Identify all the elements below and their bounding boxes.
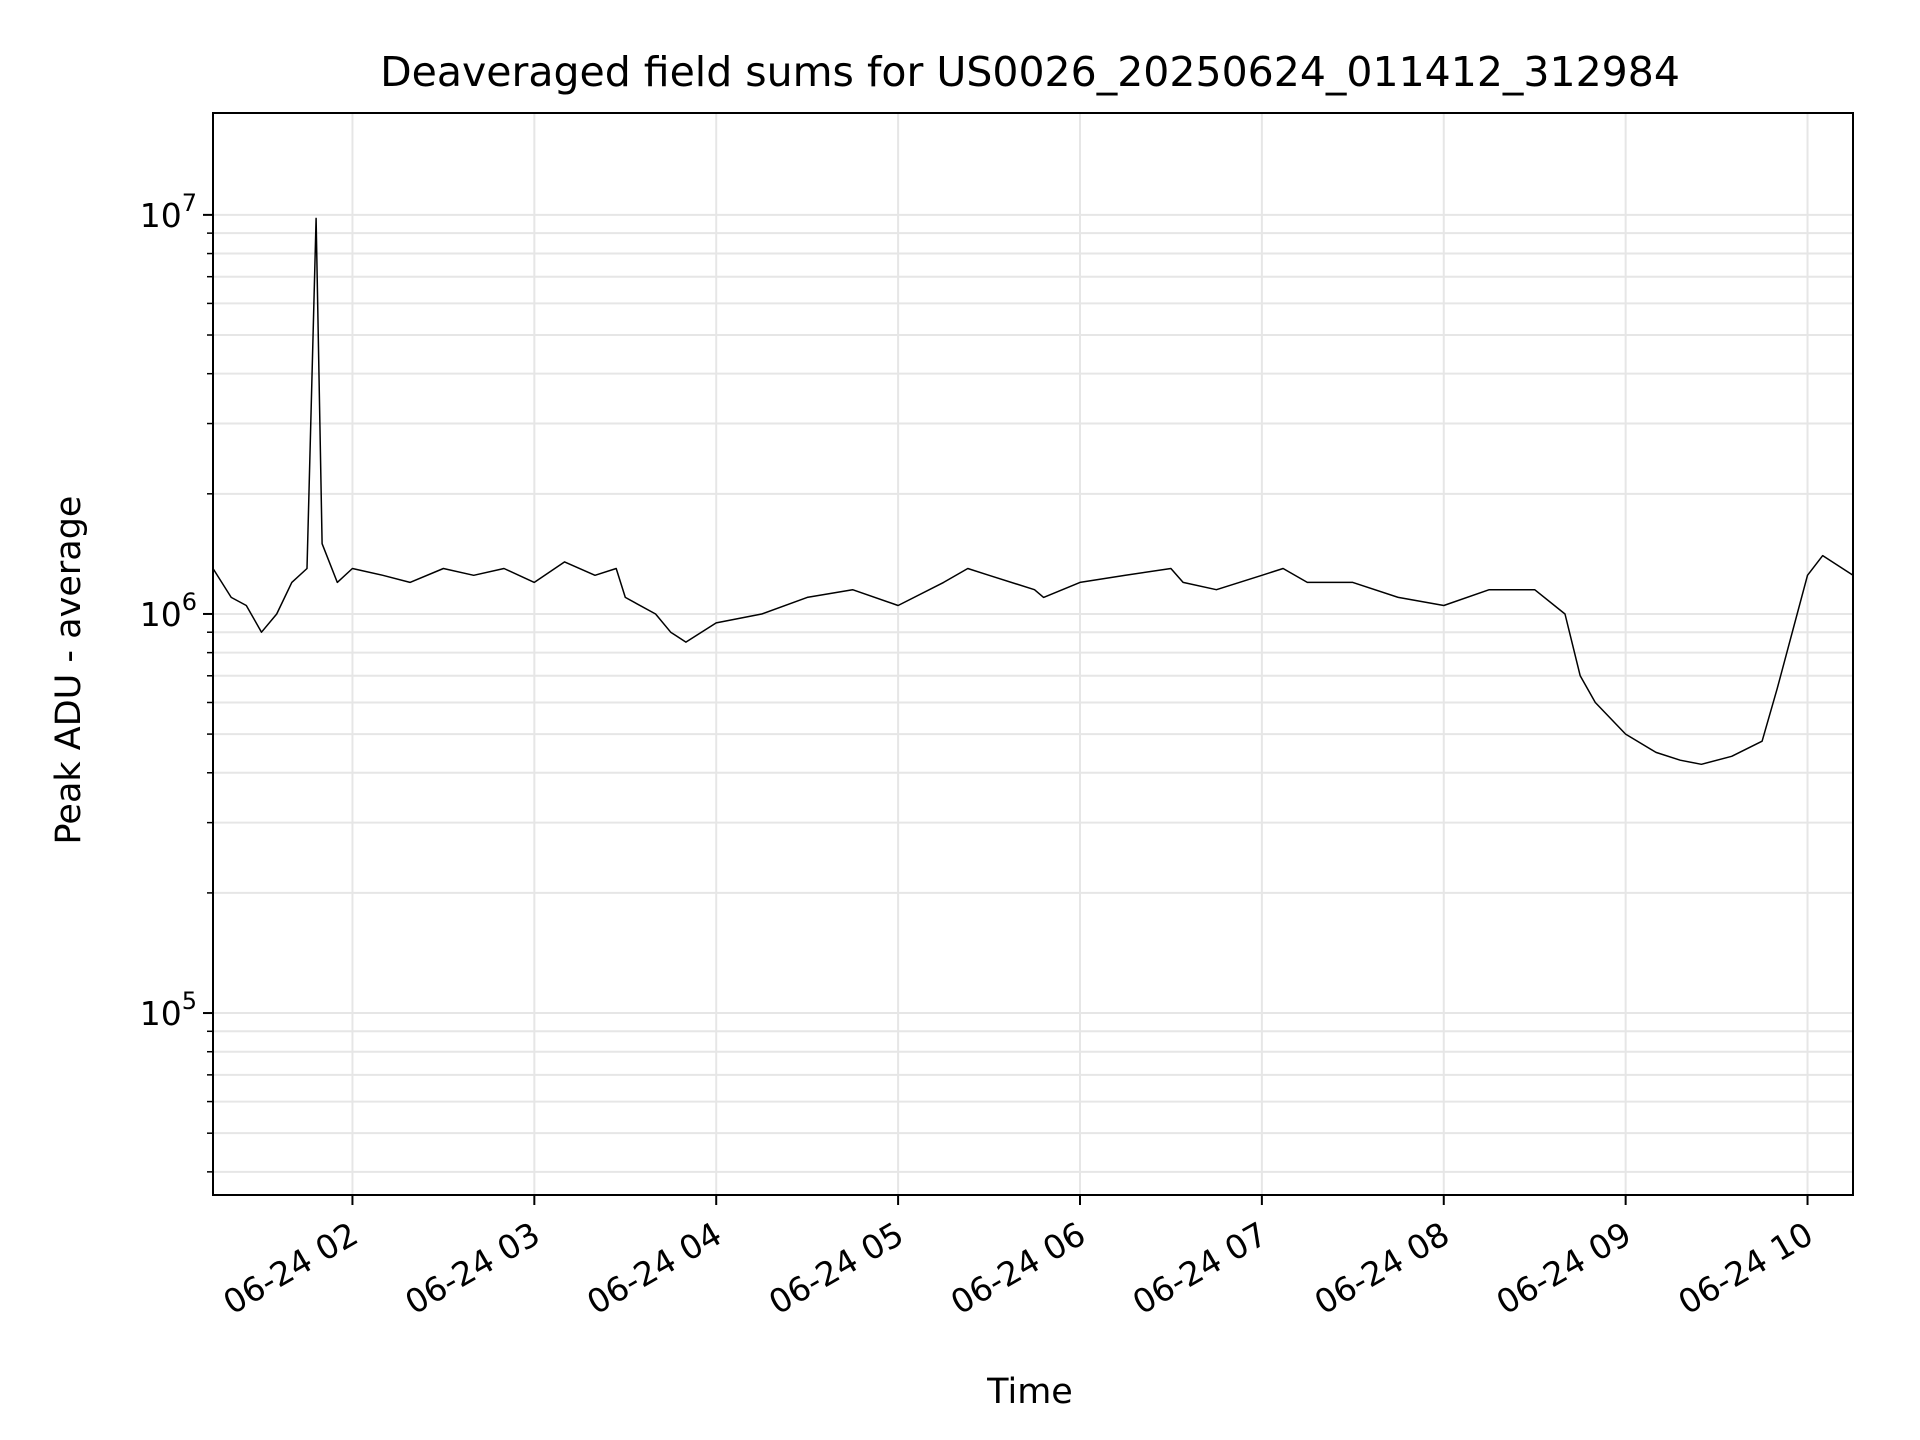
y-tick-label: 107 [140,189,197,235]
x-tick-label: 06-24 06 [944,1214,1092,1322]
y-tick-label: 105 [140,987,197,1033]
y-axis-label: Peak ADU - average [49,496,89,845]
x-tick-label: 06-24 03 [398,1214,546,1322]
series-line-path [212,217,1854,766]
x-tick-label: 06-24 02 [216,1214,364,1322]
chart-title: Deaveraged field sums for US0026_2025062… [380,48,1680,96]
x-axis: 06-24 02 06-24 03 06-24 04 06-24 05 06-24 06… [216,1195,1820,1322]
x-tick-label: 06-24 09 [1490,1214,1638,1322]
series-line [212,217,1854,766]
y-tick-label: 106 [140,588,197,634]
x-tick-label: 06-24 07 [1126,1214,1274,1322]
plot-frame [212,112,1854,1196]
x-tick-label: 06-24 05 [762,1214,910,1322]
x-tick-label: 06-24 10 [1672,1214,1820,1322]
grid [213,113,1853,1195]
x-tick-label: 06-24 08 [1308,1214,1456,1322]
y-axis: 105 106 107 [140,189,213,1173]
x-tick-label: 06-24 04 [580,1214,728,1322]
x-axis-label: Time [986,1372,1073,1412]
